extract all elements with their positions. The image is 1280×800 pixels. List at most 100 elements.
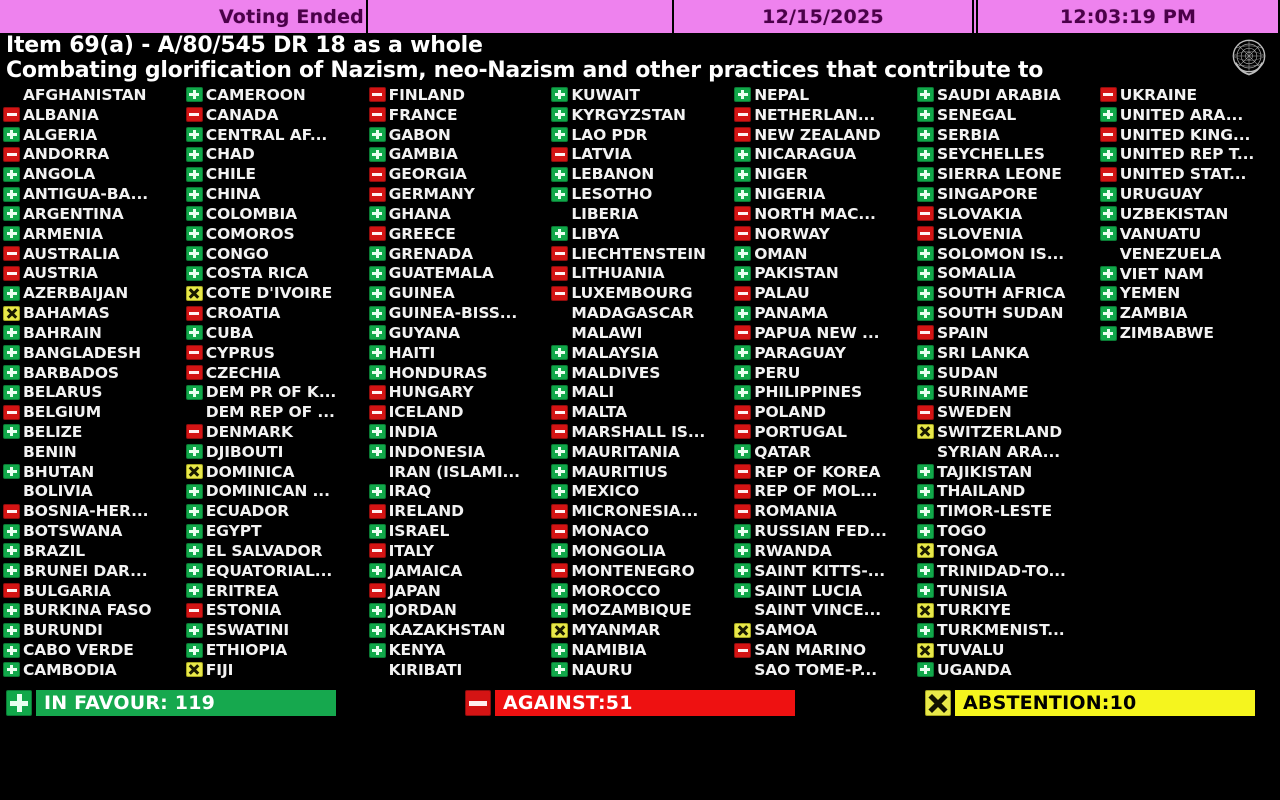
vote-yes-icon (551, 345, 569, 361)
country-row: GREECE (368, 224, 549, 244)
country-row: SYRIAN ARA... (917, 442, 1097, 462)
country-name: SRI LANKA (936, 343, 1030, 362)
country-row: BOLIVIA (3, 482, 183, 502)
country-row: SWEDEN (916, 402, 1097, 422)
country-row: PARAGUAY (734, 343, 914, 363)
country-row: BOTSWANA (3, 521, 183, 541)
vote-no-icon (551, 503, 569, 519)
country-name: SOMALIA (936, 264, 1016, 283)
country-name: MOROCCO (571, 581, 661, 600)
vote-abstain-icon (916, 642, 934, 658)
country-row: FIJI (185, 660, 366, 680)
country-row: UGANDA (916, 660, 1097, 680)
country-name: RUSSIAN FED... (754, 522, 887, 541)
country-row: DJIBOUTI (185, 442, 366, 462)
vote-yes-icon (916, 464, 934, 480)
tally-in-favour: IN FAVOUR: 119 (6, 688, 336, 718)
vote-yes-icon (368, 127, 386, 143)
country-row: MOROCCO (551, 581, 731, 601)
country-name: GUINEA-BISS... (388, 304, 518, 323)
vote-yes-icon (185, 622, 203, 638)
country-name: MOZAMBIQUE (571, 601, 692, 620)
vote-column-3: FINLAND FRANCE GABON GAMBIA GEORGIA GERMANY GH… (366, 85, 549, 680)
country-name: URUGUAY (1119, 185, 1203, 204)
country-row: SOMALIA (916, 263, 1097, 283)
country-name: KUWAIT (571, 85, 640, 104)
country-vote-grid: AFGHANISTAN ALBANIA ALGERIA ANDORRA ANGOLA AN… (0, 85, 1280, 680)
country-name: UNITED REP T... (1119, 145, 1255, 164)
country-name: ETHIOPIA (205, 641, 288, 660)
country-name: PARAGUAY (754, 343, 846, 362)
country-name: HUNGARY (388, 383, 474, 402)
country-row: BRAZIL (3, 541, 183, 561)
vote-yes-icon (3, 662, 20, 678)
vote-yes-icon (1099, 266, 1117, 282)
tally-abstention: ABSTENTION:10 (925, 688, 1255, 718)
country-row: ANDORRA (3, 144, 183, 164)
country-name: MONACO (571, 522, 649, 541)
vote-yes-icon (3, 642, 20, 658)
vote-yes-icon (734, 265, 752, 281)
vote-no-icon (368, 226, 386, 242)
country-name: ESTONIA (205, 601, 282, 620)
country-name: SAINT LUCIA (754, 581, 863, 600)
country-row: REP OF KOREA (734, 462, 914, 482)
country-name: IRAQ (388, 482, 432, 501)
country-row: UNITED KING... (1099, 125, 1280, 145)
vote-no-icon (734, 503, 752, 519)
country-row: SOUTH SUDAN (916, 303, 1097, 323)
country-name: SPAIN (936, 323, 989, 342)
vote-not-cast-icon (551, 206, 568, 221)
country-row: SAMOA (734, 620, 914, 640)
country-row: IRELAND (368, 501, 549, 521)
country-name: SINGAPORE (936, 185, 1038, 204)
country-row: YEMEN (1099, 283, 1280, 303)
vote-abstain-icon (185, 464, 203, 480)
country-row: NAURU (551, 660, 731, 680)
country-name: LAO PDR (571, 125, 648, 144)
vote-yes-icon (551, 186, 569, 202)
vote-yes-icon (368, 622, 386, 638)
country-name: JAMAICA (388, 561, 463, 580)
country-row: SAINT VINCE... (734, 601, 914, 621)
agenda-item-title: Item 69(a) - A/80/545 DR 18 as a whole (6, 33, 483, 58)
country-row: CAMEROON (185, 85, 366, 105)
country-row: ETHIOPIA (185, 640, 366, 660)
vote-column-1: AFGHANISTAN ALBANIA ALGERIA ANDORRA ANGOLA AN… (0, 85, 183, 680)
country-row: POLAND (734, 402, 914, 422)
vote-not-cast-icon (551, 306, 568, 321)
country-name: ECUADOR (205, 502, 290, 521)
country-row: UNITED STAT... (1099, 164, 1280, 184)
country-row: REP OF MOL... (734, 482, 914, 502)
country-name: BURKINA FASO (23, 601, 152, 620)
country-row: SWITZERLAND (916, 422, 1097, 442)
vote-yes-icon (551, 642, 569, 658)
vote-yes-icon (734, 246, 752, 262)
vote-no-icon (734, 127, 752, 143)
country-name: MALAWI (571, 323, 643, 342)
country-row: INDONESIA (368, 442, 549, 462)
country-row: SPAIN (916, 323, 1097, 343)
country-row: MYANMAR (551, 620, 731, 640)
vote-yes-icon (551, 444, 569, 460)
country-name: TUVALU (936, 641, 1005, 660)
vote-no-icon (368, 384, 386, 400)
country-name: SAINT VINCE... (754, 601, 882, 620)
vote-no-icon (916, 325, 934, 341)
vote-not-cast-icon (369, 464, 386, 479)
vote-yes-icon (3, 424, 20, 440)
vote-yes-icon (916, 583, 934, 599)
vote-yes-icon (368, 365, 386, 380)
country-row: CROATIA (185, 303, 366, 323)
country-name: REP OF KOREA (754, 462, 881, 481)
country-row: CANADA (185, 105, 366, 125)
country-name: MICRONESIA... (571, 502, 699, 521)
country-row: ESTONIA (185, 601, 366, 621)
country-row: KUWAIT (551, 85, 731, 105)
country-name: NICARAGUA (754, 145, 857, 164)
vote-yes-icon (368, 305, 386, 321)
vote-yes-icon (734, 166, 752, 182)
vote-yes-icon (368, 206, 386, 222)
country-name: INDONESIA (388, 442, 485, 461)
country-row: KENYA (368, 640, 549, 660)
